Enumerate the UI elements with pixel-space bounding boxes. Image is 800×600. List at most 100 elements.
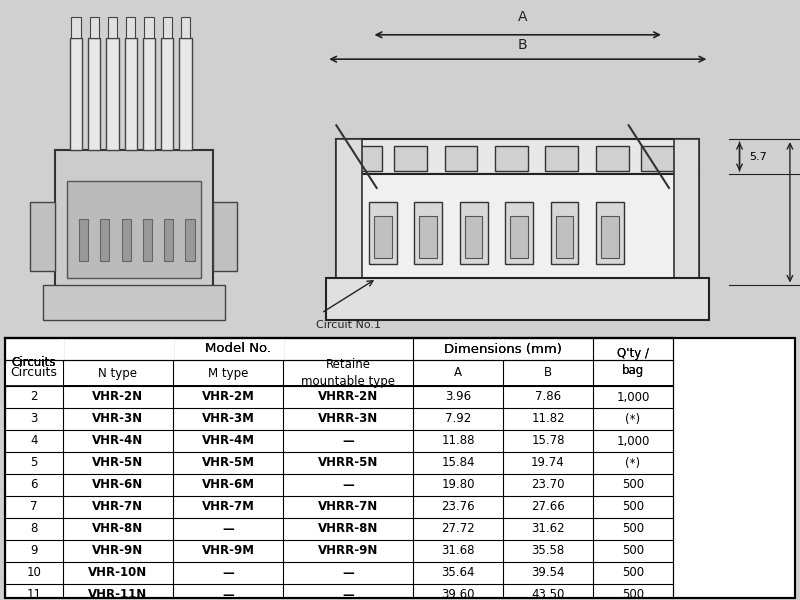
Bar [125,38,137,149]
Text: 500: 500 [622,479,644,491]
Text: 3: 3 [30,413,38,425]
Text: A: A [454,367,462,379]
Text: 23.70: 23.70 [531,479,565,491]
Bar [555,216,573,257]
Bar [143,38,155,149]
Text: 35.64: 35.64 [442,566,474,580]
Bar [460,202,487,265]
Text: M type: M type [208,367,248,379]
Bar [505,202,533,265]
Bar [349,146,382,170]
Text: VHR-2M: VHR-2M [202,391,254,403]
Text: 7.86: 7.86 [535,391,561,403]
Text: 27.72: 27.72 [441,523,475,535]
Text: VHR-8N: VHR-8N [92,523,144,535]
Text: A: A [518,10,527,25]
Bar [596,202,624,265]
Bar [642,146,674,170]
Text: —: — [222,566,234,580]
Text: 10: 10 [26,566,42,580]
Text: Circuits: Circuits [12,355,56,368]
Bar [674,139,699,286]
Text: —: — [222,589,234,600]
Text: VHR-10N: VHR-10N [88,566,148,580]
Bar [394,146,427,170]
Text: 7: 7 [30,500,38,514]
Bar [414,202,442,265]
Text: 3.96: 3.96 [445,391,471,403]
Text: VHR-5M: VHR-5M [202,457,254,469]
Bar [510,216,528,257]
Text: Circuits: Circuits [12,355,56,368]
Text: Circuit No.1: Circuit No.1 [316,320,381,330]
Text: VHR-7M: VHR-7M [202,500,254,514]
Text: 1,000: 1,000 [616,434,650,448]
Bar [145,17,154,38]
Text: 500: 500 [622,545,644,557]
Bar [100,219,110,261]
Bar [108,17,117,38]
Text: VHR-6M: VHR-6M [202,479,254,491]
Bar [106,38,118,149]
Text: VHR-11N: VHR-11N [88,589,148,600]
Text: 6: 6 [30,479,38,491]
Bar [126,17,135,38]
Text: Model No.: Model No. [205,343,271,355]
Bar [445,146,478,170]
Text: B: B [544,367,552,379]
Text: —: — [342,479,354,491]
Bar [162,17,172,38]
Bar [71,17,81,38]
Bar [143,219,152,261]
Text: Retaine
mountable type: Retaine mountable type [301,358,395,388]
Text: 27.66: 27.66 [531,500,565,514]
Text: Circuits: Circuits [12,355,56,368]
Text: 11: 11 [26,589,42,600]
Text: VHR-2N: VHR-2N [93,391,143,403]
Bar [336,139,699,174]
Text: VHR-3N: VHR-3N [93,413,143,425]
Bar [164,219,174,261]
Text: VHR-4M: VHR-4M [202,434,254,448]
Text: Circuits: Circuits [10,367,58,379]
Text: 39.60: 39.60 [442,589,474,600]
Text: VHRR-3N: VHRR-3N [318,413,378,425]
Text: VHRR-9N: VHRR-9N [318,545,378,557]
Bar [186,219,194,261]
Bar [161,38,174,149]
Bar [181,17,190,38]
Bar [282,338,284,360]
Bar [550,202,578,265]
Text: 23.76: 23.76 [441,500,475,514]
Bar [30,202,54,271]
Text: Q'ty /
bag: Q'ty / bag [617,347,649,377]
Bar [336,174,699,286]
Bar [90,17,98,38]
Text: Dimensions (mm): Dimensions (mm) [444,343,562,355]
Text: 500: 500 [622,566,644,580]
Text: Q'ty /
bag: Q'ty / bag [617,347,649,377]
Bar [369,202,397,265]
Text: VHR-3M: VHR-3M [202,413,254,425]
Text: VHR-6N: VHR-6N [92,479,144,491]
FancyBboxPatch shape [67,181,201,278]
Bar [62,338,64,360]
Bar [42,286,225,320]
Text: VHRR-2N: VHRR-2N [318,391,378,403]
Text: 2: 2 [30,391,38,403]
Text: VHR-4N: VHR-4N [92,434,144,448]
Text: 35.58: 35.58 [531,545,565,557]
Bar [465,216,482,257]
Text: VHR-7N: VHR-7N [93,500,143,514]
Text: 31.62: 31.62 [531,523,565,535]
Bar [70,38,82,149]
Bar [596,146,629,170]
Text: 11.88: 11.88 [442,434,474,448]
Text: —: — [342,566,354,580]
Text: 8: 8 [30,523,38,535]
Text: VHR-9M: VHR-9M [202,545,254,557]
Bar [79,219,88,261]
Text: 19.74: 19.74 [531,457,565,469]
Text: 15.84: 15.84 [442,457,474,469]
Text: VHR-5N: VHR-5N [92,457,144,469]
